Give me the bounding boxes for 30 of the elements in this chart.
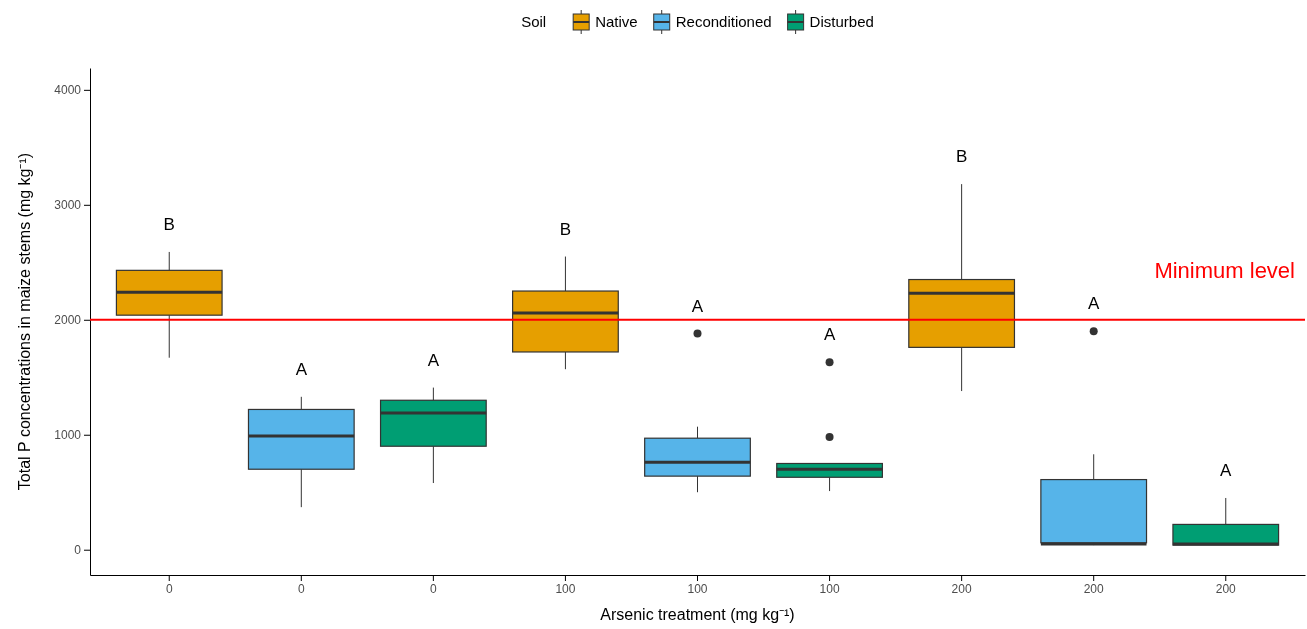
y-tick-label: 4000 [54,83,82,98]
x-tick-label: 100 [819,581,840,596]
annotation: A [823,325,836,345]
y-tick-label: 0 [74,543,82,558]
x-tick-label: 200 [1215,581,1237,596]
annotation: B [163,214,175,234]
annotation: A [295,359,308,379]
x-axis-title: Arsenic treatment (mg kg⁻¹) [600,606,795,623]
x-tick-label: 200 [1083,581,1105,596]
legend-label: Reconditioned [675,13,772,30]
y-axis-title: Total P concentrations in maize stems (mg kg⁻¹) [16,152,33,491]
x-tick-label: 200 [951,581,972,596]
ref-line-label: Minimum level [1154,257,1295,283]
x-tick-label: 100 [555,581,576,596]
annotation: A [427,350,440,370]
legend-label: Disturbed [809,13,874,30]
legend-label: Native [595,13,638,30]
x-tick-label: 0 [297,581,305,596]
annotation: A [691,296,704,316]
y-tick-label: 3000 [54,198,82,213]
x-tick-label: 100 [687,581,708,596]
annotation: B [559,219,572,239]
annotation: A [1088,294,1101,314]
annotation: A [1220,460,1233,480]
y-tick-label: 1000 [54,428,82,443]
x-tick-label: 0 [165,581,173,596]
annotation: B [955,147,968,167]
legend-title: Soil [521,13,547,30]
y-tick-label: 2000 [54,313,82,328]
x-tick-label: 0 [430,581,438,596]
